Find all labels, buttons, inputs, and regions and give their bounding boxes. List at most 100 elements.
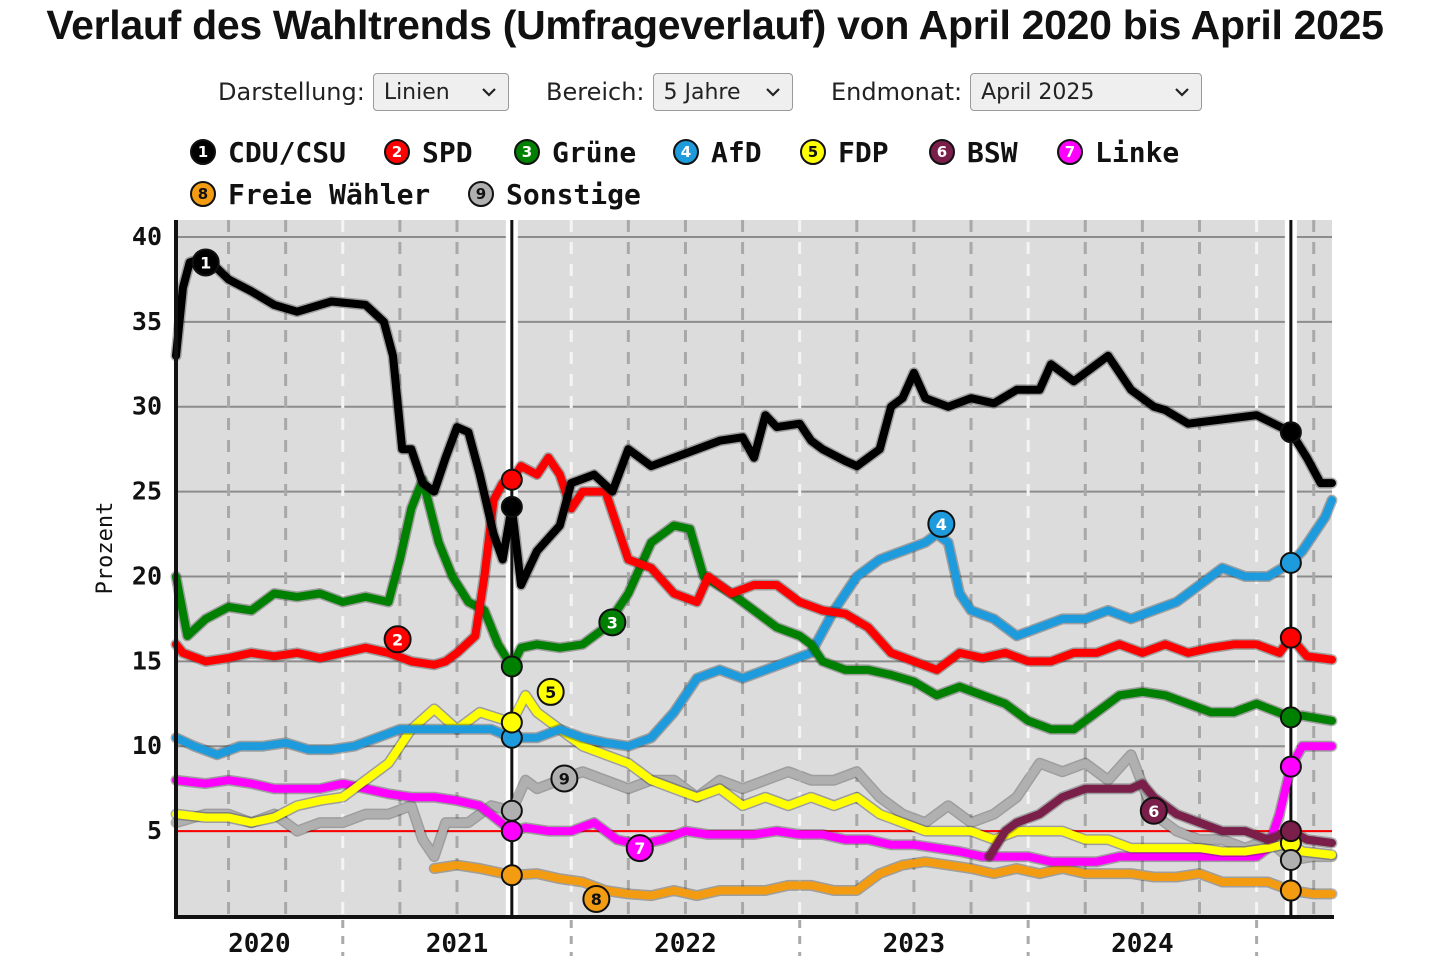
controls-bar: Darstellung: Linien Bereich: 5 Jahre End… [0, 72, 1430, 112]
series-marker-number: 2 [392, 630, 403, 649]
event-dots [500, 421, 1302, 902]
y-tick-label: 20 [132, 561, 162, 590]
legend-marker: 4 [673, 139, 699, 165]
legend-marker: 3 [514, 139, 540, 165]
y-axis-label: Prozent [93, 502, 118, 595]
darstellung-value: Linien [383, 79, 450, 105]
legend-marker: 2 [384, 139, 410, 165]
legend-item-afd[interactable]: 4 AfD [673, 134, 762, 170]
x-year-label: 2020 [228, 929, 291, 959]
series-line-7 [172, 742, 1336, 866]
series-line-6 [985, 779, 1336, 861]
legend-label: Linke [1095, 135, 1180, 169]
darstellung-label: Darstellung: [218, 78, 365, 106]
legend-label: CDU/CSU [228, 135, 347, 169]
series-marker-number: 5 [545, 683, 556, 702]
y-tick-label: 15 [132, 646, 162, 675]
y-tick-label: 30 [132, 392, 162, 421]
series-marker [582, 885, 611, 914]
darstellung-select[interactable]: Linien [372, 73, 509, 111]
event-dot [1279, 421, 1302, 444]
endmonat-value: April 2025 [981, 79, 1095, 105]
series-marker-number: 7 [634, 839, 645, 858]
series-marker [536, 677, 565, 706]
legend-item-spd[interactable]: 2 SPD [384, 134, 473, 170]
legend-item-linke[interactable]: 7 Linke [1057, 134, 1179, 170]
series-line-1 [172, 253, 1336, 589]
legend-marker: 8 [190, 181, 216, 207]
series-marker-number: 1 [200, 253, 211, 272]
legend-label: Freie Wähler [228, 177, 431, 211]
series-marker [927, 509, 956, 538]
series-marker [1139, 796, 1168, 825]
legend-label: AfD [711, 135, 762, 169]
legend-item-gruene[interactable]: 3 Grüne [514, 134, 636, 170]
legend-label: FDP [838, 135, 889, 169]
darstellung-control: Darstellung: Linien [218, 72, 509, 112]
legend-item-sonstige[interactable]: 9 Sonstige [468, 176, 641, 212]
event-dot [1279, 706, 1302, 729]
x-axis-year-labels: 2020 2021 2022 2023 2024 [228, 929, 1174, 959]
legend-label: Sonstige [506, 177, 641, 211]
x-year-label: 2021 [426, 929, 489, 959]
legend-label: SPD [422, 135, 473, 169]
x-year-label: 2023 [883, 929, 946, 959]
event-dot [500, 495, 523, 518]
event-dot [500, 799, 523, 822]
series-line-9 [172, 750, 1336, 864]
chevron-down-icon [482, 88, 496, 97]
y-tick-label: 5 [147, 816, 162, 845]
y-axis-ticks: 5 10 15 20 25 30 35 40 [132, 222, 162, 845]
legend-item-cdu[interactable]: 1 CDU/CSU [190, 134, 346, 170]
series-marker [550, 764, 579, 793]
event-dot [1279, 551, 1302, 574]
series-marker [598, 608, 627, 637]
bereich-label: Bereich: [546, 78, 645, 106]
series-line-4 [172, 496, 1336, 759]
x-year-label: 2022 [654, 929, 717, 959]
y-tick-label: 10 [132, 731, 162, 760]
event-dot [1279, 879, 1302, 902]
legend-label: BSW [967, 135, 1018, 169]
y-tick-label: 25 [132, 477, 162, 506]
series-line-3 [172, 475, 1336, 734]
bereich-control: Bereich: 5 Jahre [546, 72, 793, 112]
bereich-value: 5 Jahre [663, 79, 741, 105]
endmonat-control: Endmonat: April 2025 [831, 72, 1203, 112]
legend-marker: 7 [1057, 139, 1083, 165]
legend-item-freie-waehler[interactable]: 8 Freie Wähler [190, 176, 430, 212]
bereich-select[interactable]: 5 Jahre [652, 73, 793, 111]
series-marker [191, 248, 220, 277]
series-marker [625, 834, 654, 863]
chevron-down-icon [765, 88, 780, 97]
legend-item-bsw[interactable]: 6 BSW [929, 134, 1018, 170]
series-line-5 [172, 691, 1336, 859]
legend-marker: 5 [800, 139, 826, 165]
event-dot [500, 820, 523, 843]
event-dot [500, 655, 523, 678]
event-dot [500, 468, 523, 491]
series-marker-number: 3 [607, 613, 618, 632]
legend-item-fdp[interactable]: 5 FDP [800, 134, 889, 170]
event-dot [500, 711, 523, 734]
event-dot [1279, 755, 1302, 778]
endmonat-select[interactable]: April 2025 [970, 73, 1203, 111]
y-tick-label: 40 [132, 222, 162, 251]
event-dot [1279, 820, 1302, 843]
legend-marker: 6 [929, 139, 955, 165]
x-year-label: 2024 [1111, 929, 1174, 959]
series-markers: 1 2 3 4 5 6 7 8 9 [191, 248, 1168, 914]
event-dot [1279, 848, 1302, 871]
endmonat-label: Endmonat: [831, 78, 963, 106]
series-line-2 [172, 453, 1336, 674]
y-tick-label: 35 [132, 307, 162, 336]
legend-label: Grüne [552, 135, 637, 169]
series-marker-number: 8 [591, 890, 602, 909]
series-marker [383, 625, 412, 654]
event-dot [500, 864, 523, 887]
series-marker-number: 4 [936, 515, 947, 534]
legend-marker: 1 [190, 139, 216, 165]
chevron-down-icon [1175, 88, 1189, 97]
series-marker-number: 6 [1148, 802, 1159, 821]
